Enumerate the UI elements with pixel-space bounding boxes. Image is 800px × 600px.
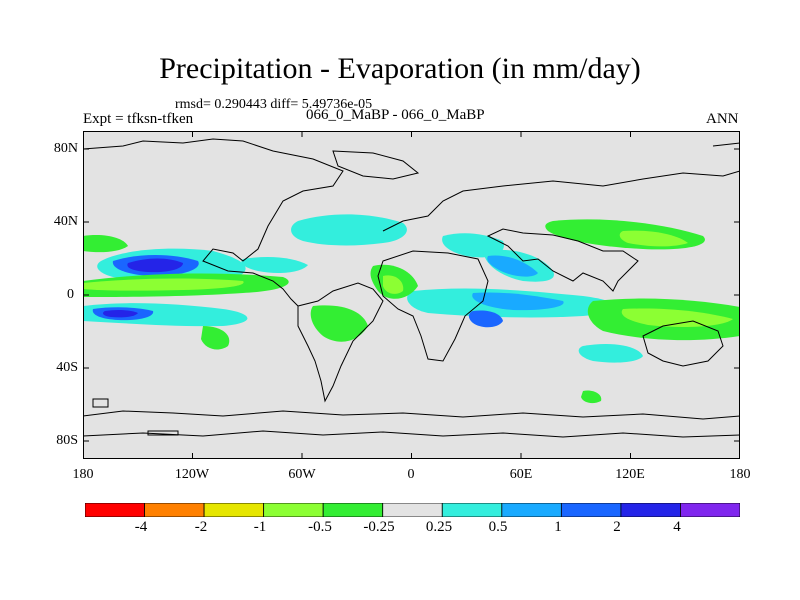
colorbar bbox=[85, 503, 740, 517]
colorbar-swatch bbox=[560, 503, 622, 517]
rmsd-stats: rmsd= 0.290443 diff= 5.49736e-05 bbox=[175, 97, 373, 112]
lon-ticks bbox=[192, 131, 631, 459]
colorbar-swatch bbox=[501, 503, 562, 517]
lat-label-80n: 80N bbox=[53, 141, 78, 156]
map-panel bbox=[83, 131, 740, 459]
lon-label-180e: 180 bbox=[729, 467, 751, 482]
coastlines bbox=[83, 138, 740, 438]
lon-label-0: 0 bbox=[407, 467, 415, 482]
colorbar-label: -1 bbox=[253, 519, 267, 535]
colorbar-swatch bbox=[620, 503, 681, 517]
colorbar-label: -0.5 bbox=[308, 519, 332, 535]
case-label: 066_0_MaBP - 066_0_MaBP bbox=[306, 107, 485, 123]
colorbar-swatch bbox=[680, 503, 740, 517]
colorbar-label: -0.25 bbox=[363, 519, 395, 535]
colorbar-swatch bbox=[382, 503, 443, 517]
season-label: ANN bbox=[706, 111, 739, 127]
lon-label-120w: 120W bbox=[174, 467, 210, 482]
colorbar-label: 1 bbox=[554, 519, 562, 535]
colorbar-label: -2 bbox=[194, 519, 208, 535]
lon-label-60e: 60E bbox=[509, 467, 533, 482]
colorbar-label: -4 bbox=[134, 519, 148, 535]
colorbar-swatch bbox=[144, 503, 205, 517]
colorbar-swatch bbox=[322, 503, 384, 517]
moisture-positive-regions bbox=[83, 214, 643, 363]
lon-label-60w: 60W bbox=[288, 467, 316, 482]
lat-label-40n: 40N bbox=[53, 214, 78, 229]
lon-label-120e: 120E bbox=[615, 467, 645, 482]
colorbar-label: 4 bbox=[673, 519, 681, 535]
colorbar-label: 2 bbox=[613, 519, 621, 535]
colorbar-swatch bbox=[263, 503, 324, 517]
lon-label-180w: 180 bbox=[72, 467, 94, 482]
lat-label-40s: 40S bbox=[56, 360, 78, 375]
lat-ticks bbox=[83, 148, 740, 442]
experiment-label: Expt = tfksn-tfken bbox=[83, 111, 194, 127]
colorbar-swatch bbox=[85, 503, 145, 517]
lat-label-0: 0 bbox=[67, 287, 74, 302]
colorbar-label: 0.5 bbox=[488, 519, 508, 535]
plot-title: Precipitation - Evaporation (in mm/day) bbox=[159, 52, 641, 85]
colorbar-swatch bbox=[203, 503, 265, 517]
colorbar-swatch bbox=[441, 503, 503, 517]
colorbar-label: 0.25 bbox=[425, 519, 453, 535]
lat-label-80s: 80S bbox=[56, 433, 78, 448]
moisture-negative-regions bbox=[83, 219, 740, 404]
